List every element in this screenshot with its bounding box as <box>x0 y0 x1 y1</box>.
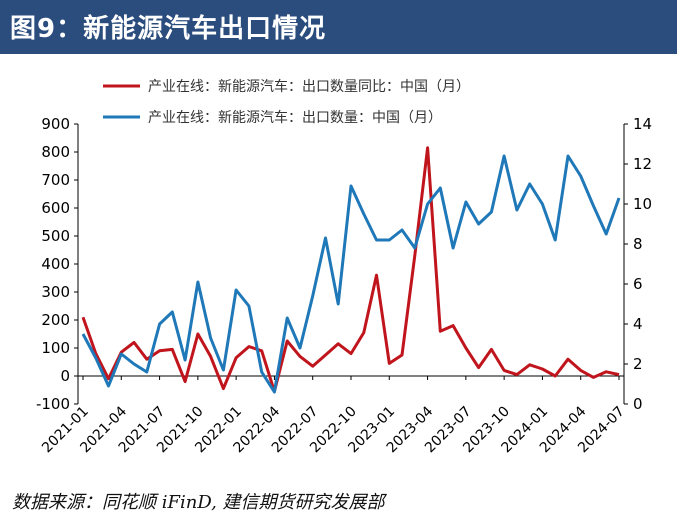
right-tick-label: 8 <box>633 235 643 253</box>
left-tick-label: 100 <box>41 339 70 357</box>
legend-label: 产业在线：新能源汽车：出口数量同比：中国（月） <box>148 78 470 95</box>
figure-title: 图9：新能源汽车出口情况 <box>10 14 327 44</box>
left-tick-label: 400 <box>41 255 70 273</box>
right-tick-label: 6 <box>633 275 643 293</box>
right-tick-label: 4 <box>633 315 643 333</box>
left-tick-label: 200 <box>41 311 70 329</box>
left-tick-label: -100 <box>36 395 70 413</box>
right-tick-label: 10 <box>633 195 652 213</box>
right-tick-label: 2 <box>633 355 643 373</box>
export-volume-line <box>81 154 621 394</box>
left-tick-label: 700 <box>41 171 70 189</box>
title-banner: 图9：新能源汽车出口情况 <box>0 0 677 54</box>
source-note: 数据来源：同花顺 iFinD, 建信期货研究发展部 <box>12 492 385 513</box>
right-tick-label: 14 <box>633 115 652 133</box>
left-tick-label: 300 <box>41 283 70 301</box>
right-tick-label: 0 <box>633 395 643 413</box>
line-chart: -100 0 100 200 300 400 500 600 700 800 900 0 2 4 6 8 10 1… <box>36 78 652 456</box>
legend-label: 产业在线：新能源汽车：出口数量：中国（月） <box>148 109 442 126</box>
left-tick-label: 0 <box>60 367 70 385</box>
left-tick-label: 800 <box>41 143 70 161</box>
right-tick-label: 12 <box>633 155 652 173</box>
left-tick-label: 900 <box>41 115 70 133</box>
left-tick-label: 600 <box>41 199 70 217</box>
left-tick-label: 500 <box>41 227 70 245</box>
export-yoy-line <box>81 146 620 393</box>
